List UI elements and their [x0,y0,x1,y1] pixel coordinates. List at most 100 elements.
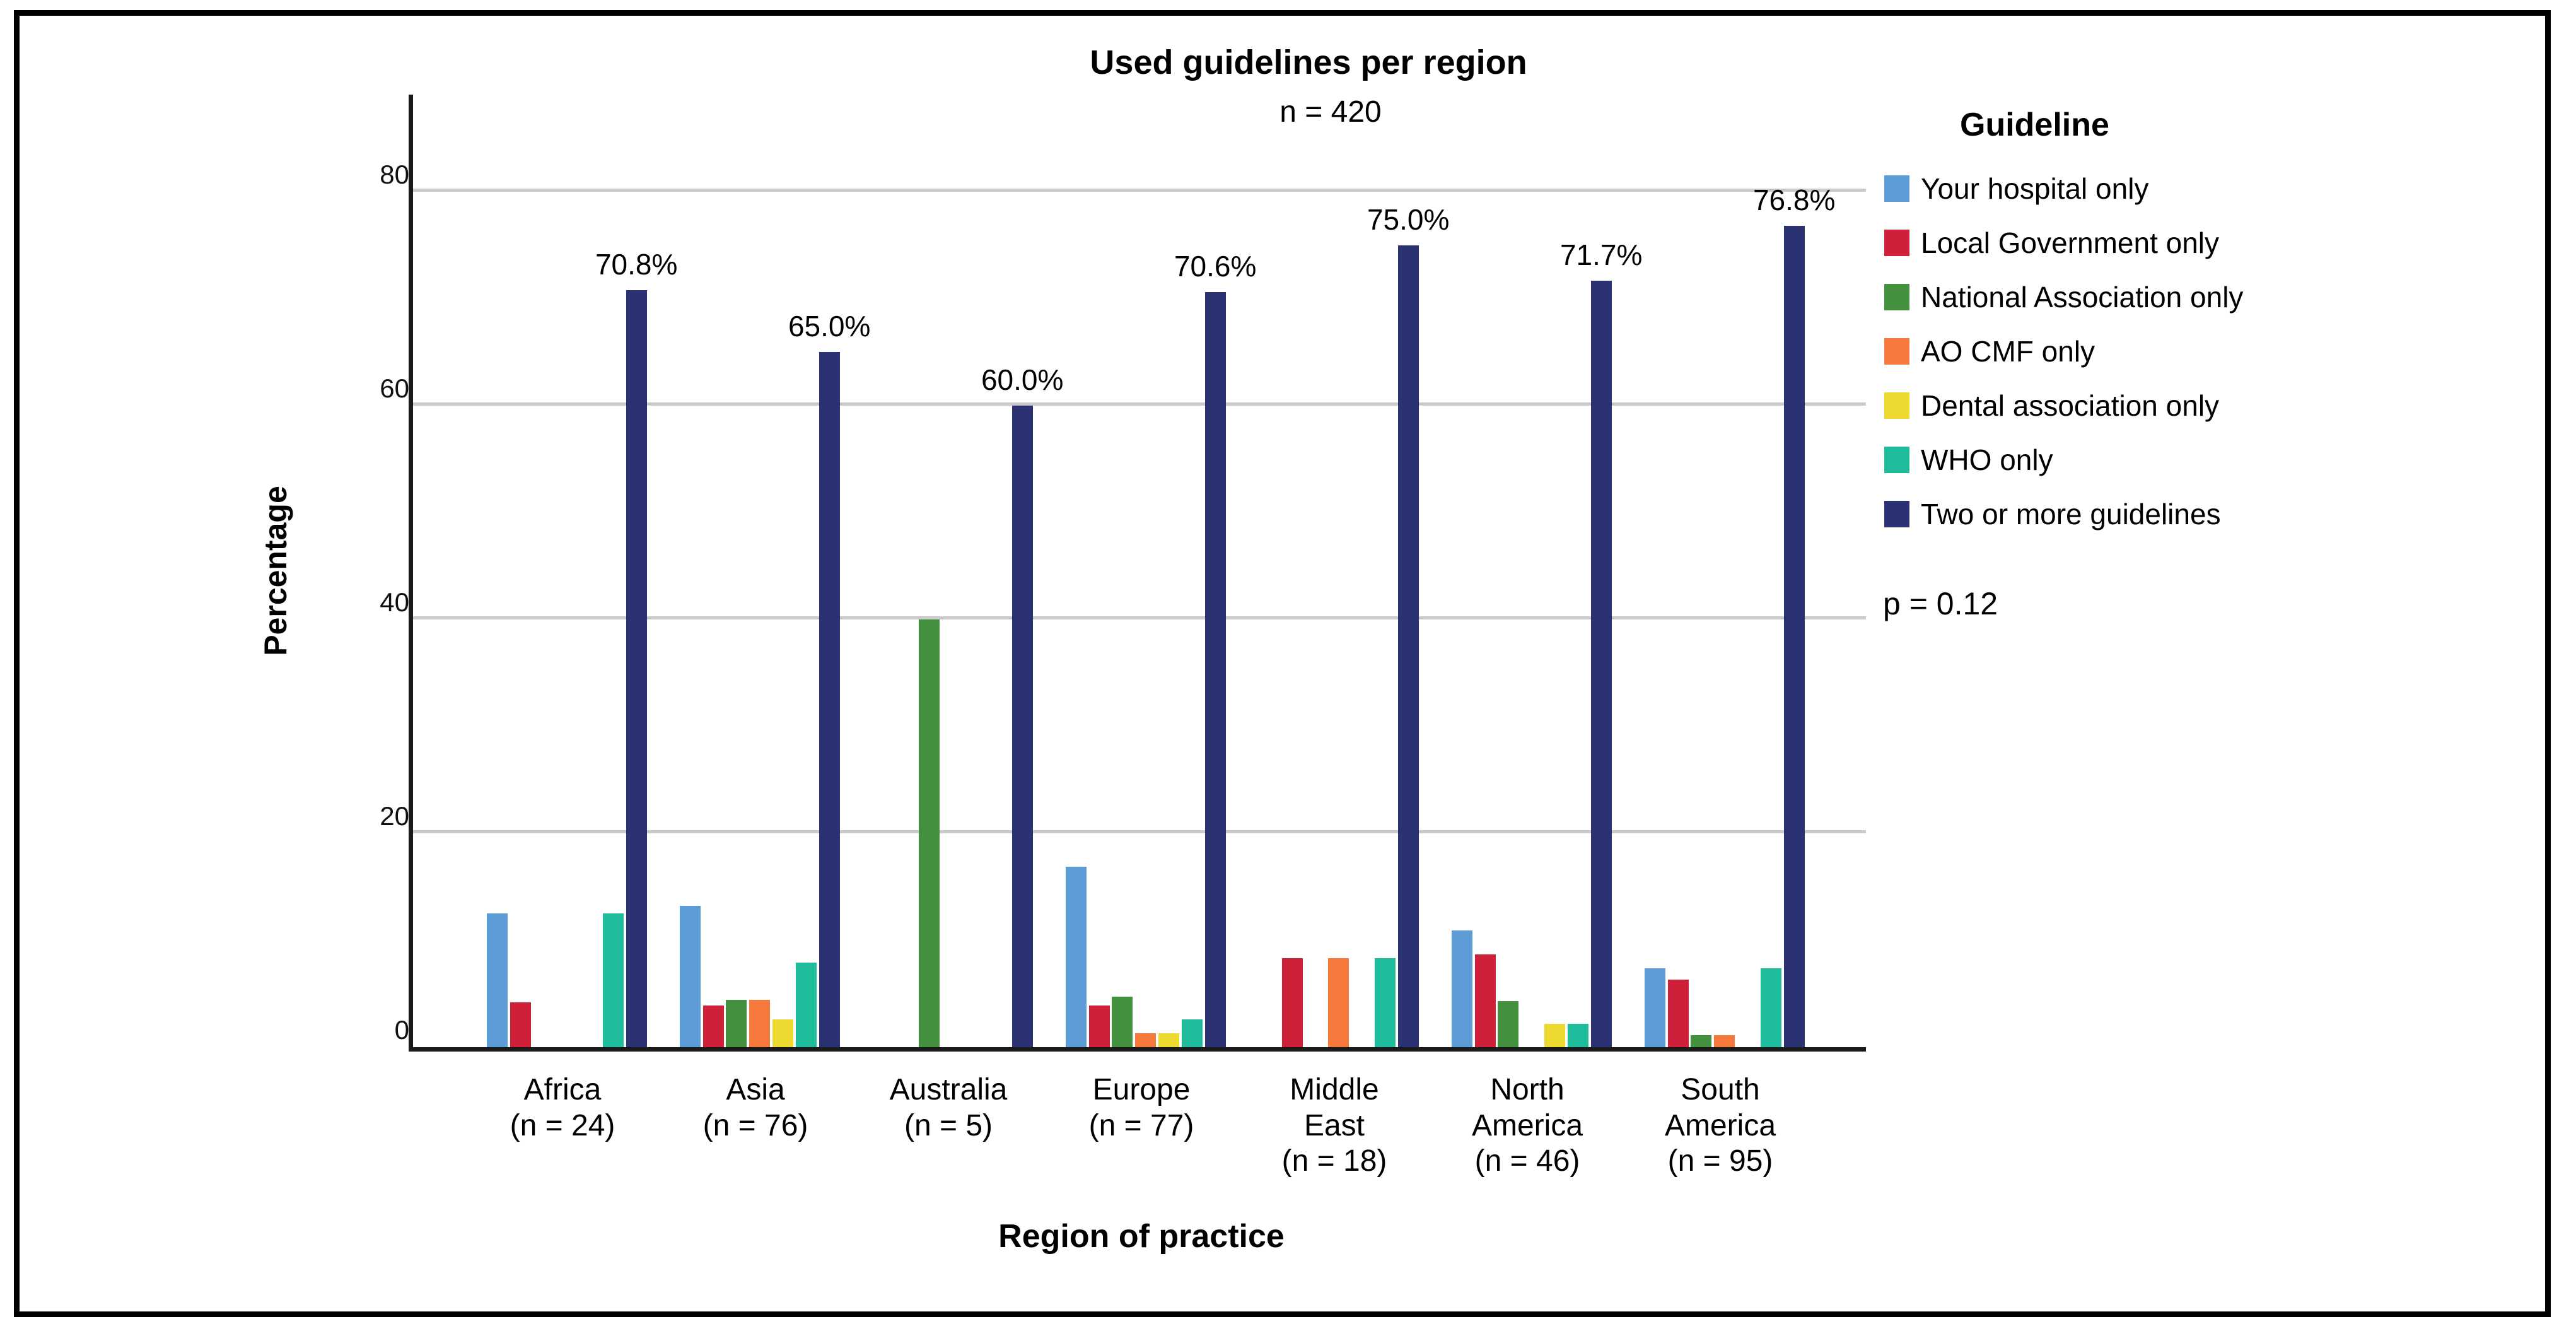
bar-slot [679,95,702,1047]
legend-item-who-only: WHO only [1884,443,2351,476]
bar-cluster-australia: 60.0% [871,95,1063,1047]
bar-slot [1590,95,1613,1047]
y-tick-label-0: 0 [394,1015,409,1045]
bar-cluster-south-america: 76.8% [1643,95,1835,1047]
bar-slot [725,95,749,1047]
legend-title: Guideline [1960,107,2109,143]
legend-item-label: Local Government only [1921,226,2220,259]
bar-local-government-only [1667,980,1689,1047]
bar-slot [1783,95,1806,1047]
bar-slot [1667,95,1690,1047]
bar-slot [748,95,771,1047]
bar-national-association-only [1691,1035,1712,1047]
bar-local-government-only [1281,958,1303,1047]
figure-frame [14,10,2551,1317]
bar-local-government-only [702,1005,724,1047]
bar-slot [1497,95,1520,1047]
bar-slot [1304,95,1327,1047]
bar-who-only [602,913,624,1047]
bar-dental-association-only [1544,1023,1566,1047]
bar-your-hospital-only [1451,930,1472,1047]
bar-value-label: 75.0% [1367,202,1450,236]
bar-local-government-only [1474,954,1496,1047]
bar-slot [895,95,918,1047]
bar-slot [625,95,648,1047]
bar-slot [1281,95,1304,1047]
bar-cluster-africa: 70.8% [486,95,677,1047]
legend-item-two-or-more-guidelines: Two or more guidelines [1884,498,2351,531]
legend-swatch-icon [1884,447,1909,473]
bar-slot [1736,95,1759,1047]
bar-slot [1257,95,1281,1047]
bar-dental-association-only [772,1019,794,1047]
bar-slot [555,95,578,1047]
bar-value-label: 70.6% [1174,250,1257,283]
bar-slot [1643,95,1667,1047]
bar-cluster-europe: 70.6% [1064,95,1256,1047]
x-tick-label-middle-east: Middle East (n = 18) [1281,1073,1387,1178]
legend-item-label: Two or more guidelines [1921,498,2221,531]
bar-value-label: 70.8% [595,247,678,281]
x-tick-label-africa: Africa (n = 24) [510,1073,615,1142]
bar-slot [602,95,625,1047]
bar-who-only [1181,1019,1203,1047]
bar-slot [1088,95,1111,1047]
chart-subtitle: n = 420 [1279,95,1382,129]
bar-who-only [1374,958,1396,1047]
bar-cluster-north-america: 71.7% [1450,95,1642,1047]
legend-item-your-hospital-only: Your hospital only [1884,172,2351,205]
legend-item-label: WHO only [1921,443,2053,476]
bar-national-association-only [1498,1001,1519,1047]
bar-two-or-more-guidelines [1204,292,1226,1047]
bar-slot [532,95,556,1047]
bar-ao-cmf-only [1328,958,1349,1047]
bar-slot [1450,95,1474,1047]
bar-slot [1327,95,1350,1047]
bar-slot [1011,95,1034,1047]
bar-who-only [1567,1023,1588,1047]
legend-items: Your hospital only Local Government only N… [1884,172,2351,531]
bar-two-or-more-guidelines [819,352,840,1047]
bar-slot [1350,95,1373,1047]
gridline-40 [413,616,1866,619]
bar-ao-cmf-only [1714,1035,1735,1047]
gridline-60 [413,402,1866,406]
bar-cluster-asia: 65.0% [679,95,870,1047]
y-axis-title: Percentage [258,486,293,656]
legend-swatch-icon [1884,284,1909,310]
x-axis-title: Region of practice [998,1218,1285,1255]
bar-local-government-only [510,1002,531,1047]
bar-ao-cmf-only [749,1000,771,1047]
bar-slot [1690,95,1713,1047]
bar-slot [918,95,941,1047]
p-value-annotation: p = 0.12 [1883,586,1998,621]
legend-item-local-government-only: Local Government only [1884,226,2351,259]
bar-your-hospital-only [679,906,701,1047]
x-tick-label-south-america: South America (n = 95) [1664,1073,1776,1178]
legend-swatch-icon [1884,392,1909,419]
x-tick-label-europe: Europe (n = 77) [1088,1073,1194,1142]
legend-item-label: National Association only [1921,281,2244,314]
bar-dental-association-only [1158,1033,1180,1047]
bar-ao-cmf-only [1135,1033,1157,1047]
plot-area: 0 20 40 60 80 70.8% 65.0% 60.0% 70.6% 75.0% 71.7% 7… [380,95,1866,1052]
bar-slot [1566,95,1590,1047]
chart-title: Used guidelines per region [1090,44,1527,81]
bar-slot [486,95,509,1047]
bar-local-government-only [1088,1005,1110,1047]
bar-value-label: 65.0% [788,310,871,343]
bar-who-only [1760,968,1781,1047]
bar-slot [771,95,795,1047]
bar-slot [1180,95,1204,1047]
bar-slot [1111,95,1134,1047]
bar-national-association-only [1112,997,1133,1047]
legend-swatch-icon [1884,501,1909,527]
bar-slot [795,95,818,1047]
bar-slot [1543,95,1566,1047]
legend-item-ao-cmf-only: AO CMF only [1884,335,2351,368]
bar-slot [964,95,988,1047]
bar-two-or-more-guidelines [1397,245,1419,1047]
legend-swatch-icon [1884,338,1909,365]
x-tick-label-north-america: North America (n = 46) [1471,1073,1583,1178]
legend-item-national-association-only: National Association only [1884,281,2351,314]
